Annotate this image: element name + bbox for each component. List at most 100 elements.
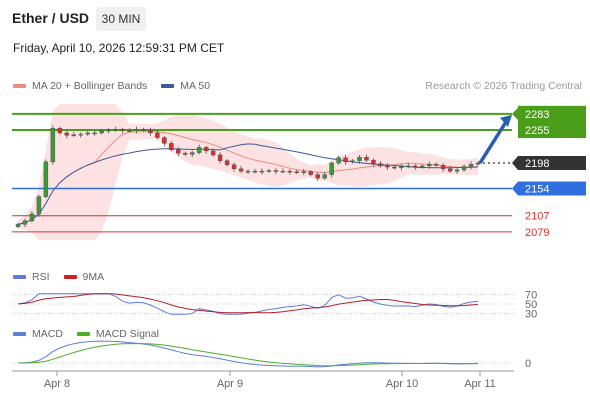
candle-body (64, 132, 69, 136)
legend-swatch-macd (13, 332, 26, 336)
candle-body (259, 170, 265, 173)
candle-body (203, 147, 209, 152)
candle-body (197, 147, 202, 153)
pivot-label: 2154 (525, 183, 549, 195)
legend-swatch-bollinger (13, 84, 26, 88)
legend-swatch-rsi (13, 275, 26, 279)
candle-body (343, 157, 348, 163)
candle-body (134, 129, 139, 131)
timeframe-button[interactable]: 30 MIN (96, 7, 146, 31)
resistance-tag-block (518, 105, 586, 139)
candle-body (322, 174, 327, 179)
legend-item-bollinger: MA 20 + Bollinger Bands (13, 80, 147, 92)
candle-body (85, 132, 90, 135)
candle-body (378, 163, 383, 167)
candle-body (162, 137, 167, 144)
macd-legend: MACD MACD Signal (13, 328, 173, 340)
legend-item-rsi: RSI (13, 271, 50, 283)
macd-zero-label: 0 (525, 358, 531, 370)
candle-body (399, 166, 404, 168)
candle-body (371, 159, 376, 164)
candle-body (406, 165, 411, 168)
rsi-level-label: 70 (525, 290, 537, 302)
candle-body (15, 224, 21, 227)
candle-body (92, 132, 97, 135)
price-panel: 2283 2255 2154 2107 2079 2198 (12, 104, 586, 240)
candle-body (420, 165, 425, 168)
candle-body (427, 163, 432, 167)
candle-body (78, 133, 83, 136)
candle-body (336, 157, 341, 164)
candle-body (392, 166, 397, 169)
time-axis: Apr 8 Apr 9 Apr 10 Apr 11 (12, 370, 514, 390)
forecast-arrow-head (500, 114, 512, 127)
resistance-tag-pointer (512, 107, 518, 120)
candle-body (176, 149, 181, 154)
candle-body (315, 174, 320, 179)
legend-item-9ma: 9MA (63, 271, 105, 283)
pivot-tag (512, 181, 586, 196)
x-tick-label: Apr 9 (217, 378, 243, 390)
candle-body (224, 160, 230, 165)
candle-body (217, 154, 223, 161)
macd-signal-line (18, 342, 478, 367)
legend-item-macd: MACD (13, 328, 63, 340)
candle-body (294, 171, 299, 173)
legend-label-macd: MACD (32, 328, 63, 340)
candle-body (357, 157, 362, 161)
rsi-level-label: 50 (525, 299, 537, 311)
current-price-tag (512, 156, 586, 171)
chart-datetime: Friday, April 10, 2026 12:59:31 PM CET (13, 41, 225, 55)
candle-body (245, 170, 251, 173)
candle-body (440, 165, 446, 170)
rsi-legend: RSI 9MA (13, 271, 118, 283)
candle-body (238, 168, 244, 172)
candle-body (231, 164, 237, 170)
legend-item-ma50: MA 50 (161, 80, 210, 92)
candle-body (99, 130, 104, 134)
legend-label-bollinger: MA 20 + Bollinger Bands (32, 80, 148, 92)
candle-body (468, 163, 474, 167)
candle-body (127, 130, 132, 132)
candle-body (190, 152, 195, 155)
candle-body (385, 165, 390, 168)
candle-body (57, 128, 63, 134)
candle-body (120, 129, 125, 131)
candle-body (350, 160, 355, 163)
candle-body (301, 171, 306, 173)
candle-body (169, 143, 174, 150)
candle-body (183, 152, 188, 155)
price-legend: MA 20 + Bollinger Bands MA 50 (13, 80, 224, 92)
candle-body (364, 157, 369, 161)
current-price-label: 2198 (525, 158, 549, 170)
forecast-arrow-shaft (478, 120, 508, 164)
candle-body (433, 163, 439, 166)
candle-body (454, 169, 460, 172)
candle-body (329, 162, 334, 175)
candle-body (50, 128, 56, 163)
legend-label-rsi: RSI (32, 271, 50, 283)
rsi-level-label: 30 (525, 308, 537, 320)
legend-label-9ma: 9MA (82, 271, 105, 283)
candle-body (106, 129, 111, 132)
candle-body (280, 170, 286, 173)
candle-body (266, 170, 272, 172)
candle-body (148, 129, 153, 134)
rsi-9ma-line (17, 293, 479, 314)
x-tick-label: Apr 8 (44, 378, 70, 390)
candle-body (273, 170, 279, 172)
legend-swatch-macd-signal (76, 332, 90, 336)
instrument-title: Ether / USD (12, 10, 90, 26)
candle-body (252, 170, 258, 173)
x-tick-label: Apr 11 (464, 378, 496, 390)
macd-panel: 0 (12, 340, 531, 370)
candle-body (461, 166, 467, 171)
attribution-text: Research © 2026 Trading Central (425, 80, 582, 92)
resistance-2-label: 2255 (525, 125, 549, 137)
candle-body (113, 129, 118, 131)
resistance-1-label: 2283 (525, 109, 549, 121)
support-1-label: 2107 (525, 211, 549, 223)
x-tick-label: Apr 10 (386, 378, 418, 390)
